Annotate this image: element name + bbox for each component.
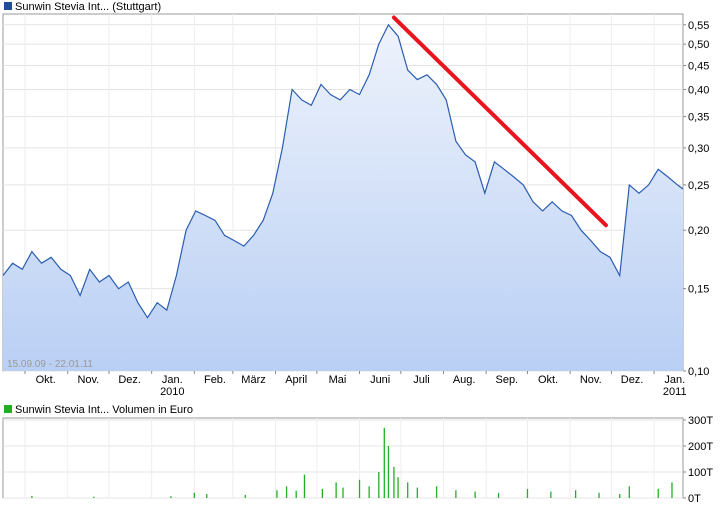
- price-y-tick-label: 0,20: [688, 225, 709, 237]
- price-x-tick-label: April: [285, 374, 307, 386]
- price-y-tick-label: 0,40: [688, 84, 709, 96]
- price-y-tick-label: 0,45: [688, 61, 709, 73]
- price-x-tick-label: Feb.: [204, 374, 226, 386]
- price-y-tick-label: 0,15: [688, 284, 709, 296]
- price-y-tick-label: 0,10: [688, 366, 709, 378]
- price-x-tick-label: Nov.: [580, 374, 602, 386]
- price-y-tick-label: 0,35: [688, 112, 709, 124]
- price-area-fill: [3, 24, 683, 372]
- volume-y-tick-label: 0T: [688, 493, 701, 505]
- price-legend-swatch: [4, 2, 12, 10]
- volume-y-axis: 300T 200T 100T 0T: [683, 415, 713, 505]
- price-y-tick-label: 0,50: [688, 39, 709, 51]
- date-range-label: 15.09.09 - 22.01.11: [7, 359, 93, 370]
- volume-y-tick-label: 100T: [688, 467, 713, 479]
- price-y-axis: 0,55 0,50 0,45 0,40 0,35 0,30 0,25 0,20 0,15 0,10: [683, 20, 709, 378]
- volume-y-tick-label: 200T: [688, 441, 713, 453]
- price-x-tick-label: Aug.: [453, 374, 476, 386]
- price-x-tick-label: Okt.: [36, 374, 56, 386]
- volume-grid: [3, 418, 683, 499]
- price-y-tick-label: 0,55: [688, 20, 709, 32]
- price-series-line: [2, 23, 684, 319]
- volume-bars: [31, 427, 673, 498]
- price-x-axis: Okt. Nov. Dez. Jan. Feb. März April Mai Juni Juli…: [24, 371, 687, 398]
- price-x-tick-label: Sep.: [495, 374, 518, 386]
- volume-y-tick-label: 300T: [688, 415, 713, 427]
- year-label: 2010: [160, 386, 184, 398]
- price-legend-label: Sunwin Stevia Int... (Stuttgart): [15, 1, 161, 13]
- price-x-tick-label: Mai: [329, 374, 347, 386]
- price-x-tick-label: Jan.: [664, 374, 685, 386]
- price-x-tick-label: März: [241, 374, 265, 386]
- price-x-tick-label: Juni: [370, 374, 390, 386]
- price-y-tick-label: 0,30: [688, 143, 709, 155]
- price-x-tick-label: Okt.: [538, 374, 558, 386]
- volume-legend-swatch: [4, 405, 12, 413]
- price-x-tick-label: Jan.: [162, 374, 183, 386]
- year-label: 2011: [663, 386, 687, 398]
- price-y-tick-label: 0,25: [688, 180, 709, 192]
- trend-line: [391, 15, 608, 228]
- price-x-tick-label: Dez.: [621, 374, 644, 386]
- price-x-tick-label: Juli: [413, 374, 430, 386]
- volume-legend-label: Sunwin Stevia Int... Volumen in Euro: [15, 404, 193, 416]
- price-x-tick-label: Nov.: [77, 374, 99, 386]
- volume-plot-area: [2, 417, 684, 499]
- price-x-tick-label: Dez.: [118, 374, 141, 386]
